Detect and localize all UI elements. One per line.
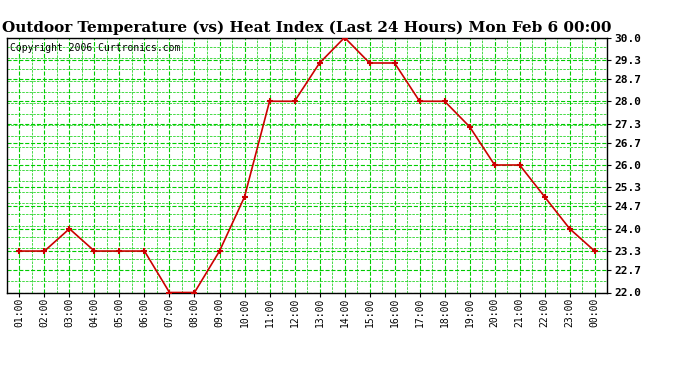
Text: Copyright 2006 Curtronics.com: Copyright 2006 Curtronics.com	[10, 43, 180, 52]
Title: Outdoor Temperature (vs) Heat Index (Last 24 Hours) Mon Feb 6 00:00: Outdoor Temperature (vs) Heat Index (Las…	[2, 21, 612, 35]
